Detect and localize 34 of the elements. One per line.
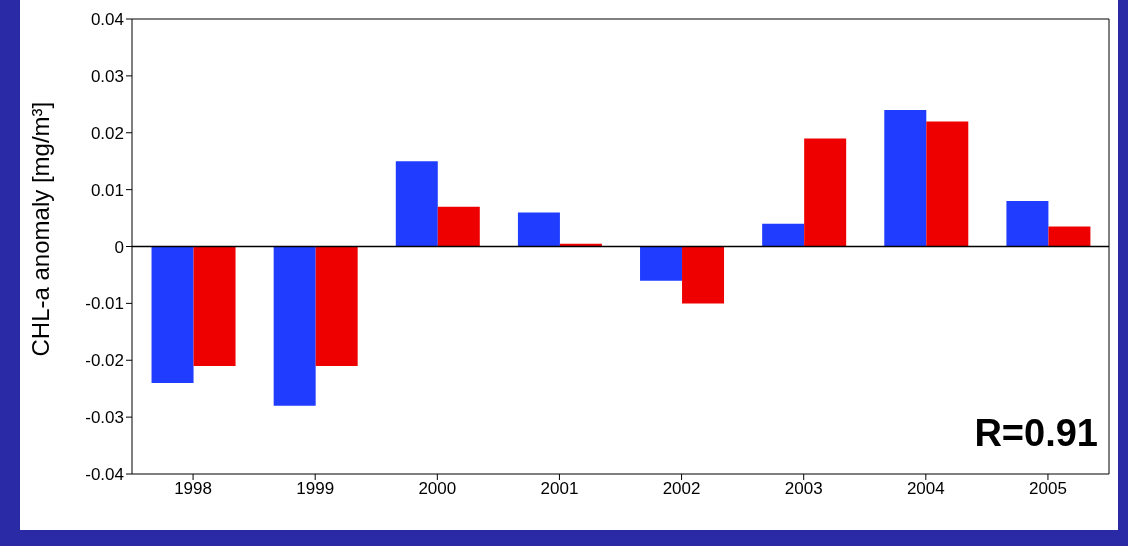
bar (437, 206, 480, 247)
bar (151, 246, 194, 383)
y-tick-label: 0 (114, 237, 124, 257)
bar (926, 121, 969, 247)
y-tick-label: -0.01 (85, 294, 124, 314)
bar (1006, 201, 1049, 247)
y-tick-label: -0.04 (85, 465, 124, 485)
bar (762, 223, 805, 247)
y-tick-label: -0.02 (85, 351, 124, 371)
x-tick-label: 2002 (662, 479, 701, 499)
x-tick-label: 2001 (540, 479, 579, 499)
x-tick-label: 2004 (906, 479, 945, 499)
bar (315, 246, 358, 366)
x-tick-label: 2005 (1029, 479, 1067, 499)
x-tick-label: 2000 (418, 479, 457, 499)
bar (884, 110, 927, 247)
bar (1048, 226, 1091, 247)
y-tick-label: -0.03 (85, 408, 124, 428)
x-tick-label: 2003 (784, 479, 823, 499)
x-tick-label: 1998 (174, 479, 212, 499)
annotation: R=0.91 (974, 412, 1098, 455)
y-axis-title: CHL-a anomaly [mg/m³] (26, 101, 54, 357)
y-tick-label: 0.01 (90, 180, 124, 200)
x-tick-label: 1999 (296, 479, 335, 499)
bar (640, 246, 683, 281)
bar (193, 246, 236, 366)
bar (395, 161, 438, 247)
y-tick-label: 0.02 (90, 123, 124, 143)
bar (273, 246, 316, 406)
y-tick-label: 0.03 (90, 66, 124, 86)
bar (682, 246, 725, 304)
y-tick-label: 0.04 (90, 10, 124, 30)
bar (804, 138, 847, 247)
bar (517, 212, 560, 247)
